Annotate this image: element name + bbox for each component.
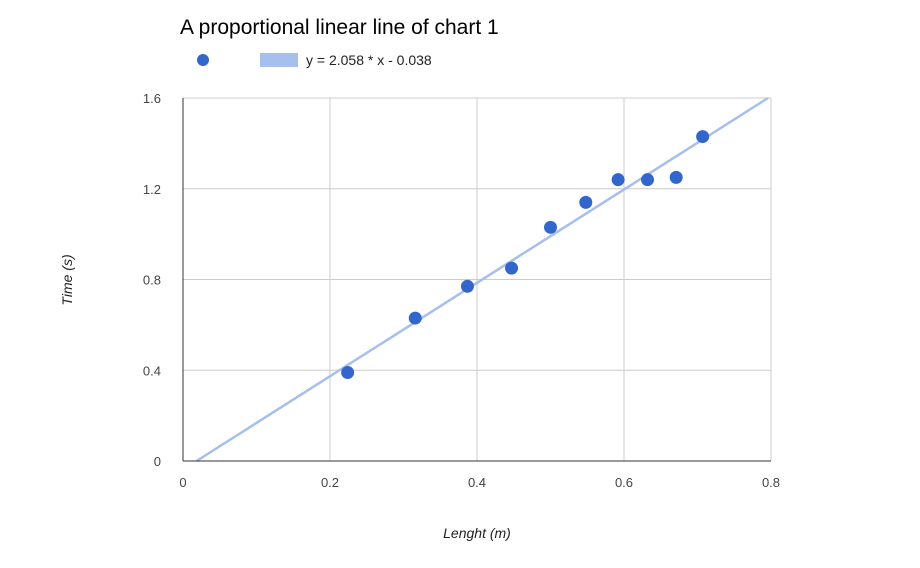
y-axis-title: Time (s) (59, 254, 75, 305)
x-tick-label-2: 0.4 (468, 475, 486, 490)
axes (182, 98, 771, 462)
data-point-5 (579, 195, 593, 209)
y-tick-label-4: 1.6 (143, 91, 161, 106)
chart-title: A proportional linear line of chart 1 (180, 16, 499, 39)
x-tick-label-0: 0 (179, 475, 186, 490)
gridlines (183, 97, 772, 461)
y-tick-label-1: 0.4 (143, 363, 161, 378)
data-point-8 (669, 170, 683, 184)
data-point-2 (460, 279, 474, 293)
trendline-layer (195, 96, 769, 463)
legend: y = 2.058 * x - 0.038 (197, 52, 432, 68)
legend-label-trendline: y = 2.058 * x - 0.038 (306, 52, 432, 68)
y-axis-ticks: 0 0.4 0.8 1.2 1.6 (143, 91, 161, 469)
data-point-9 (696, 130, 710, 144)
data-point-3 (505, 261, 519, 275)
x-axis-title: Lenght (m) (443, 525, 511, 541)
y-tick-label-2: 0.8 (143, 273, 161, 288)
y-tick-label-0: 0 (154, 454, 161, 469)
data-points (341, 130, 710, 380)
x-axis-ticks: 0 0.2 0.4 0.6 0.8 (179, 475, 780, 490)
x-tick-label-3: 0.6 (615, 475, 633, 490)
data-point-7 (641, 173, 655, 187)
x-tick-label-4: 0.8 (762, 475, 780, 490)
legend-swatch-trendline (260, 53, 298, 67)
y-tick-label-3: 1.2 (143, 182, 161, 197)
legend-marker-series (197, 54, 209, 66)
data-point-0 (341, 366, 355, 380)
data-point-1 (408, 311, 422, 325)
trendline (195, 96, 769, 463)
data-point-4 (544, 220, 557, 234)
data-point-6 (611, 173, 625, 187)
x-tick-label-1: 0.2 (321, 475, 339, 490)
